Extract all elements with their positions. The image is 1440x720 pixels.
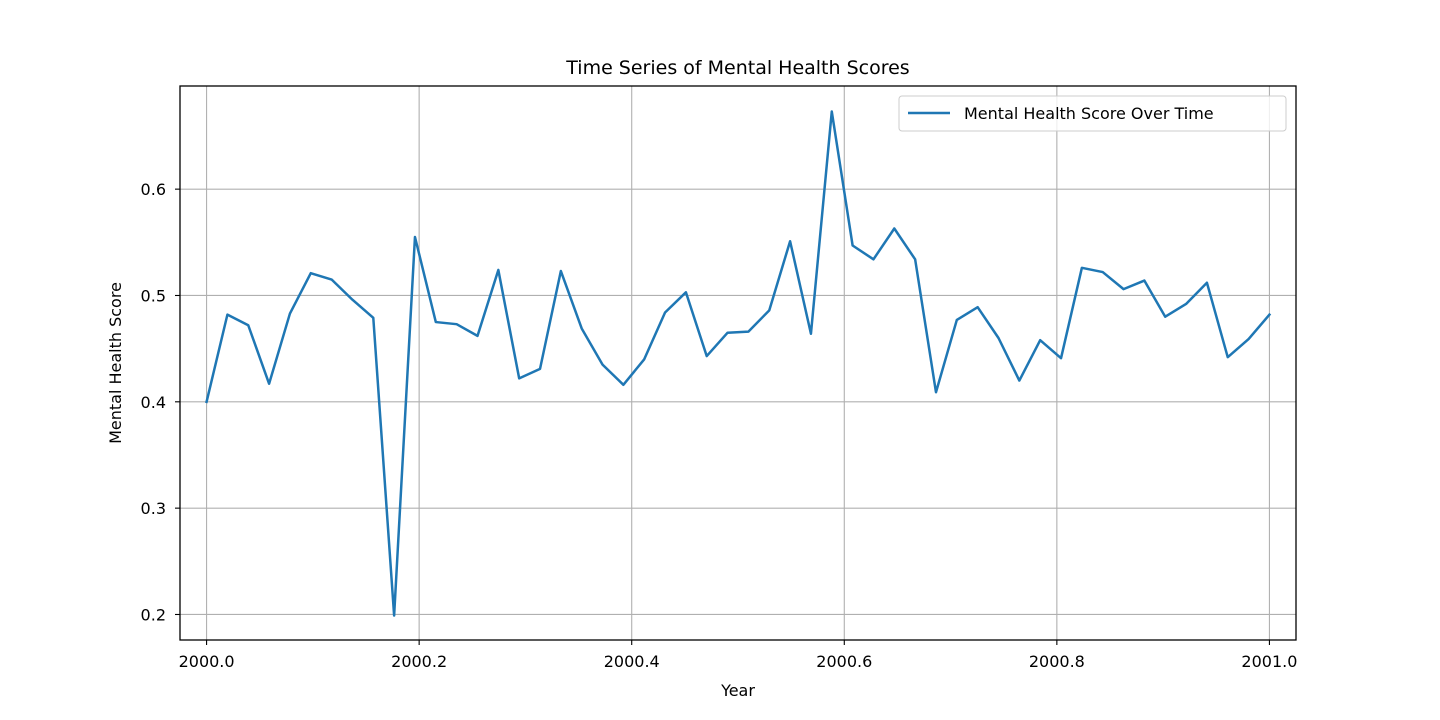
x-tick-label: 2001.0 [1241, 652, 1297, 671]
series-group [205, 110, 1272, 617]
x-tick-label: 2000.0 [179, 652, 235, 671]
x-axis: 2000.0 2000.2 2000.4 2000.6 2000.8 2001.0 [179, 640, 1297, 671]
legend-entry: Mental Health Score Over Time [964, 104, 1214, 123]
grid [180, 86, 1296, 640]
y-tick-label: 0.4 [141, 393, 166, 412]
y-tick-label: 0.6 [141, 180, 166, 199]
x-axis-label: Year [720, 681, 755, 700]
y-axis-label: Mental Health Score [106, 282, 125, 444]
plot-frame [179, 85, 1297, 641]
y-tick-label: 0.2 [141, 605, 166, 624]
legend-box [898, 95, 1287, 132]
y-tick-label: 0.5 [141, 286, 166, 305]
legend: Mental Health Score Over Time [898, 95, 1287, 132]
x-tick-label: 2000.8 [1029, 652, 1085, 671]
x-tick-label: 2000.6 [816, 652, 872, 671]
y-axis: 0.2 0.3 0.4 0.5 0.6 [141, 180, 180, 624]
y-tick-label: 0.3 [141, 499, 166, 518]
series-line-0 [205, 110, 1272, 617]
x-tick-label: 2000.4 [604, 652, 660, 671]
x-tick-label: 2000.2 [391, 652, 447, 671]
chart-title: Time Series of Mental Health Scores [565, 57, 909, 79]
